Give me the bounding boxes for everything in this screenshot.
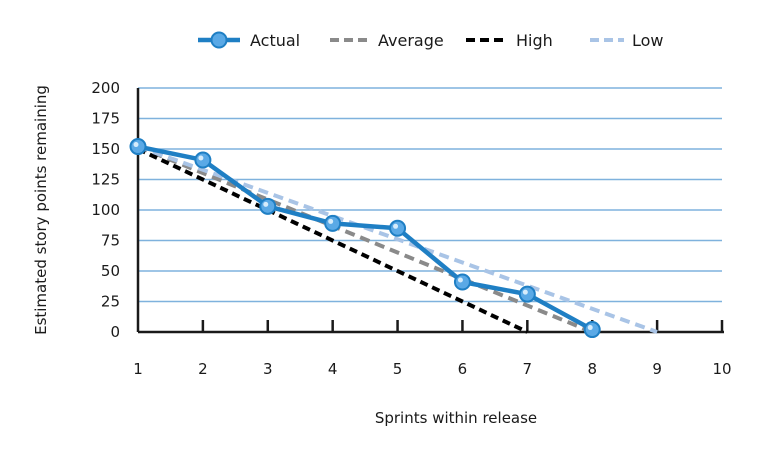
y-tick-label-175: 175 xyxy=(91,110,120,128)
legend-label-low: Low xyxy=(632,31,664,50)
y-tick-label-200: 200 xyxy=(91,79,120,97)
series-line-high xyxy=(137,147,529,334)
x-tick-label-7: 7 xyxy=(523,360,533,378)
series-line-actual xyxy=(135,144,595,332)
x-tick-label-10: 10 xyxy=(712,360,731,378)
legend: Actual Average High Low xyxy=(198,31,664,50)
data-point-actual-3 xyxy=(259,197,277,215)
legend-marker-actual xyxy=(210,31,228,49)
data-point-actual-2 xyxy=(194,151,212,169)
y-tick-label-125: 125 xyxy=(91,171,120,189)
data-point-actual-4 xyxy=(324,214,342,232)
data-point-highlight-actual-7 xyxy=(522,289,528,295)
data-point-actual-6 xyxy=(453,273,471,291)
x-tick-label-1: 1 xyxy=(133,360,143,378)
data-point-highlight-actual-5 xyxy=(393,223,399,229)
y-tick-label-75: 75 xyxy=(101,232,120,250)
x-tick-label-9: 9 xyxy=(652,360,662,378)
series-line-low xyxy=(137,144,658,334)
data-point-highlight-actual-2 xyxy=(198,155,204,161)
axis-layer: 0 25 50 75 100 125 150 175 200 1 2 3 4 5 6 7 8 9 10 xyxy=(91,79,731,378)
y-tick-label-25: 25 xyxy=(101,293,120,311)
data-point-highlight-actual-8 xyxy=(587,325,593,331)
data-point-actual-5 xyxy=(389,219,407,237)
legend-label-actual: Actual xyxy=(250,31,300,50)
data-point-actual-8 xyxy=(583,321,601,339)
x-tick-label-6: 6 xyxy=(458,360,468,378)
data-point-highlight-actual-6 xyxy=(457,277,463,283)
x-tick-label-4: 4 xyxy=(328,360,338,378)
x-tick-label-5: 5 xyxy=(393,360,403,378)
series-line-average xyxy=(137,144,593,334)
data-point-highlight-actual-3 xyxy=(263,201,269,207)
data-point-actual-1 xyxy=(129,138,147,156)
x-tick-label-2: 2 xyxy=(198,360,208,378)
series-layer xyxy=(129,138,658,339)
legend-label-high: High xyxy=(516,31,553,50)
y-axis-title: Estimated story points remaining xyxy=(32,85,50,335)
y-tick-label-0: 0 xyxy=(110,323,120,341)
data-point-highlight-actual-4 xyxy=(328,218,334,224)
grid-layer xyxy=(138,87,722,303)
y-tick-label-100: 100 xyxy=(91,201,120,219)
y-tick-label-50: 50 xyxy=(101,262,120,280)
x-axis-title: Sprints within release xyxy=(375,409,537,427)
data-point-actual-7 xyxy=(518,285,536,303)
y-tick-label-150: 150 xyxy=(91,140,120,158)
x-tick-label-3: 3 xyxy=(263,360,273,378)
data-point-highlight-actual-1 xyxy=(133,142,139,148)
legend-label-average: Average xyxy=(378,31,444,50)
x-tick-label-8: 8 xyxy=(587,360,597,378)
